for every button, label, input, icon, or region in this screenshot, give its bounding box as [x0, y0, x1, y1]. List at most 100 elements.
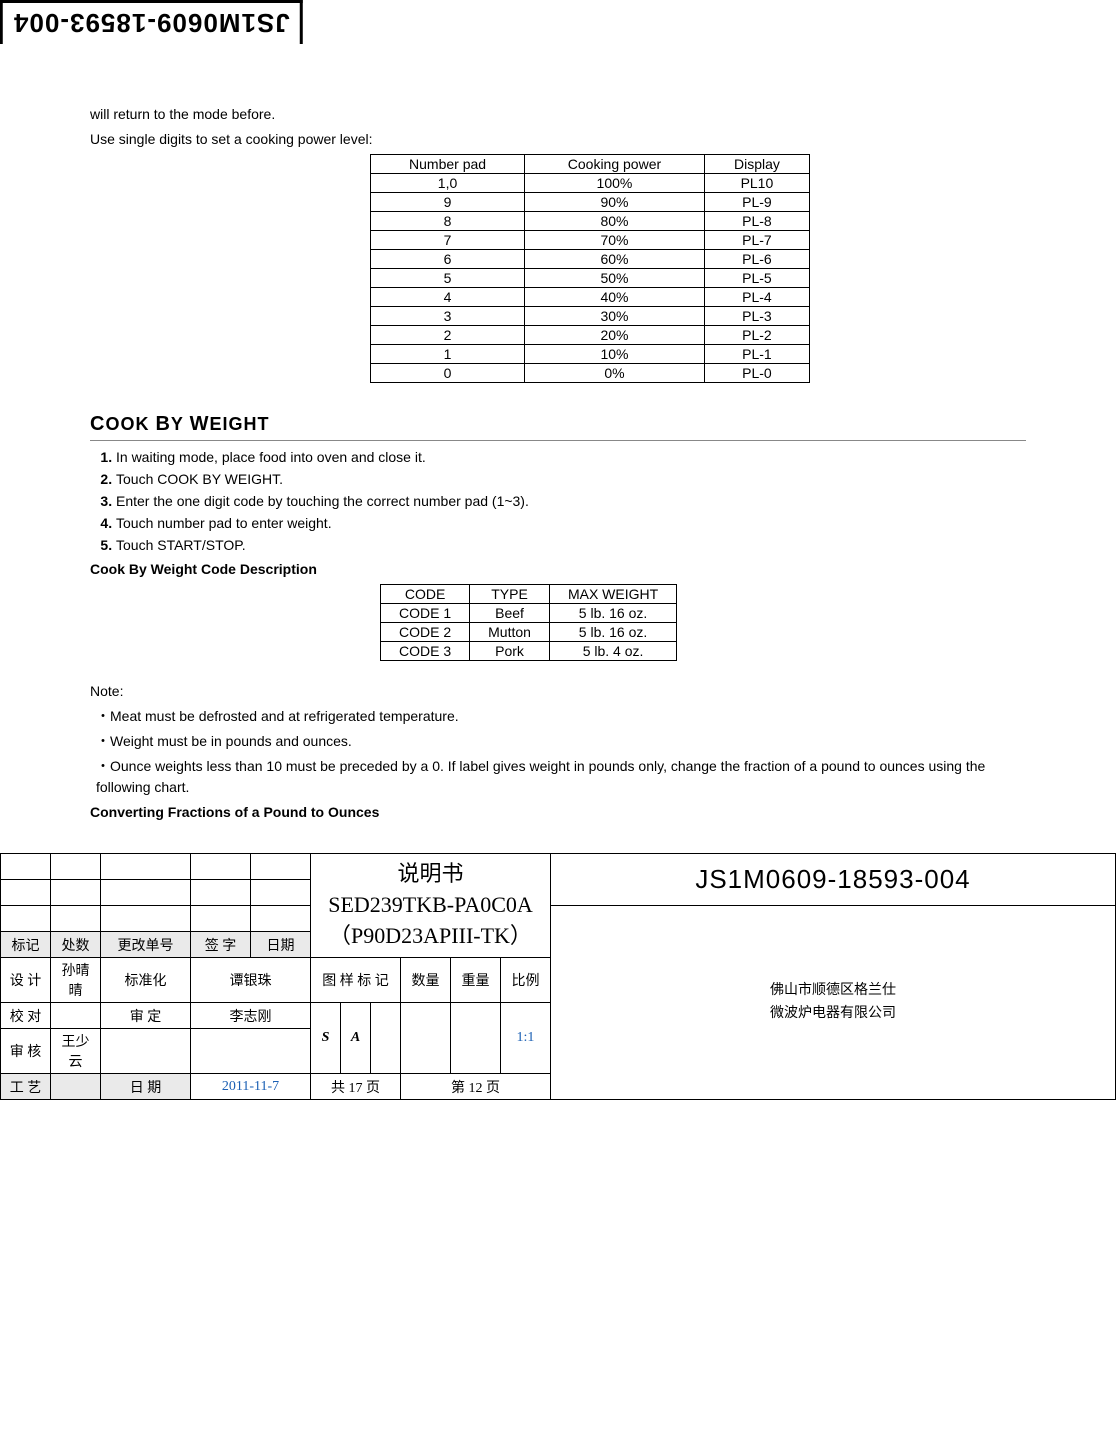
table-cell: 5 lb. 4 oz.: [549, 642, 676, 661]
content-area: will return to the mode before. Use sing…: [0, 0, 1116, 823]
tb-cell: [1, 854, 51, 880]
table-cell: 3: [371, 307, 525, 326]
table-cell: 9: [371, 193, 525, 212]
intro-line-1: will return to the mode before.: [90, 104, 1026, 125]
pages-total: 共 17 页: [311, 1074, 401, 1100]
header-code: CODE: [381, 585, 470, 604]
tb-cell: [401, 1003, 451, 1074]
table-cell: PL-3: [704, 307, 809, 326]
table-header-row: Number pad Cooking power Display: [371, 155, 810, 174]
table-row: CODE 3Pork5 lb. 4 oz.: [381, 642, 677, 661]
table-cell: 100%: [525, 174, 705, 193]
table-cell: 0: [371, 364, 525, 383]
tb-cell: [51, 906, 101, 932]
label-sheji: 设 计: [1, 958, 51, 1003]
table-cell: 90%: [525, 193, 705, 212]
step-item: In waiting mode, place food into oven an…: [116, 449, 1026, 465]
table-cell: 20%: [525, 326, 705, 345]
step-item: Touch START/STOP.: [116, 537, 1026, 553]
tb-cell: [101, 1029, 191, 1074]
label-tuyang: 图 样 标 记: [311, 958, 401, 1003]
table-row: CODE 2Mutton5 lb. 16 oz.: [381, 623, 677, 642]
table-cell: 30%: [525, 307, 705, 326]
table-cell: Pork: [470, 642, 550, 661]
table-cell: 70%: [525, 231, 705, 250]
note-item: ・Weight must be in pounds and ounces.: [96, 731, 1026, 752]
code-table: CODE TYPE MAX WEIGHT CODE 1Beef5 lb. 16 …: [380, 584, 677, 661]
step-item: Enter the one digit code by touching the…: [116, 493, 1026, 509]
note-item: ・Meat must be defrosted and at refrigera…: [96, 706, 1026, 727]
label-chushu: 处数: [51, 932, 101, 958]
tb-cell: [101, 854, 191, 880]
date-value: 2011-11-7: [191, 1074, 311, 1100]
table-row: 440%PL-4: [371, 288, 810, 307]
label-jiaodui: 校 对: [1, 1003, 51, 1029]
label-riqi2: 日 期: [101, 1074, 191, 1100]
tb-cell: [191, 880, 251, 906]
table-cell: Beef: [470, 604, 550, 623]
label-biaoji: 标记: [1, 932, 51, 958]
header-display: Display: [704, 155, 809, 174]
tb-cell: [191, 854, 251, 880]
table-cell: PL-0: [704, 364, 809, 383]
tb-cell: [51, 854, 101, 880]
label-biaozhunhua: 标准化: [101, 958, 191, 1003]
table-cell: PL-8: [704, 212, 809, 231]
tb-cell: [51, 1003, 101, 1029]
section-divider: [90, 440, 1026, 441]
table-cell: CODE 2: [381, 623, 470, 642]
page-current: 第 12 页: [401, 1074, 551, 1100]
table-row: 220%PL-2: [371, 326, 810, 345]
code-description-heading: Cook By Weight Code Description: [90, 559, 1026, 580]
page: JS1M0609-18593-004 will return to the mo…: [0, 0, 1116, 1120]
table-cell: 6: [371, 250, 525, 269]
ratio-value: 1:1: [501, 1003, 551, 1074]
shending-name: 李志刚: [191, 1003, 311, 1029]
label-bili: 比例: [501, 958, 551, 1003]
label-gongyi: 工 艺: [1, 1074, 51, 1100]
table-cell: PL-2: [704, 326, 809, 345]
steps-list: In waiting mode, place food into oven an…: [90, 449, 1026, 553]
table-cell: 50%: [525, 269, 705, 288]
tb-cell: [191, 906, 251, 932]
table-cell: 60%: [525, 250, 705, 269]
stamp-a: A: [341, 1003, 371, 1074]
label-shuliang: 数量: [401, 958, 451, 1003]
tb-cell: [1, 880, 51, 906]
tb-cell: [251, 880, 311, 906]
table-cell: 1: [371, 345, 525, 364]
table-cell: Mutton: [470, 623, 550, 642]
label-zhongliang: 重量: [451, 958, 501, 1003]
table-cell: PL-9: [704, 193, 809, 212]
intro-line-2: Use single digits to set a cooking power…: [90, 129, 1026, 150]
table-cell: CODE 1: [381, 604, 470, 623]
tb-cell: [251, 854, 311, 880]
biaozhunhua-name: 谭银珠: [191, 958, 311, 1003]
table-cell: PL-7: [704, 231, 809, 250]
table-cell: 1,0: [371, 174, 525, 193]
label-shending: 审 定: [101, 1003, 191, 1029]
stamp-s: S: [311, 1003, 341, 1074]
section-heading-cook-by-weight: COOK BY WEIGHT: [90, 413, 1026, 436]
table-row: 550%PL-5: [371, 269, 810, 288]
tb-cell: [251, 906, 311, 932]
power-level-table: Number pad Cooking power Display 1,0100%…: [370, 154, 810, 383]
company-name: 佛山市顺德区格兰仕 微波炉电器有限公司: [551, 906, 1116, 1100]
table-header-row: CODE TYPE MAX WEIGHT: [381, 585, 677, 604]
header-type: TYPE: [470, 585, 550, 604]
table-row: 110%PL-1: [371, 345, 810, 364]
table-cell: PL-4: [704, 288, 809, 307]
tb-cell: [371, 1003, 401, 1074]
table-cell: 5 lb. 16 oz.: [549, 623, 676, 642]
table-cell: 0%: [525, 364, 705, 383]
table-row: 00%PL-0: [371, 364, 810, 383]
tb-cell: [451, 1003, 501, 1074]
table-row: CODE 1Beef5 lb. 16 oz.: [381, 604, 677, 623]
table-row: 660%PL-6: [371, 250, 810, 269]
tb-cell: [51, 880, 101, 906]
table-cell: PL-1: [704, 345, 809, 364]
title-block: 说明书 SED239TKB-PA0C0A （P90D23APIII-TK） JS…: [0, 853, 1116, 1100]
tb-cell: [101, 880, 191, 906]
convert-heading: Converting Fractions of a Pound to Ounce…: [90, 802, 1026, 823]
table-row: 990%PL-9: [371, 193, 810, 212]
